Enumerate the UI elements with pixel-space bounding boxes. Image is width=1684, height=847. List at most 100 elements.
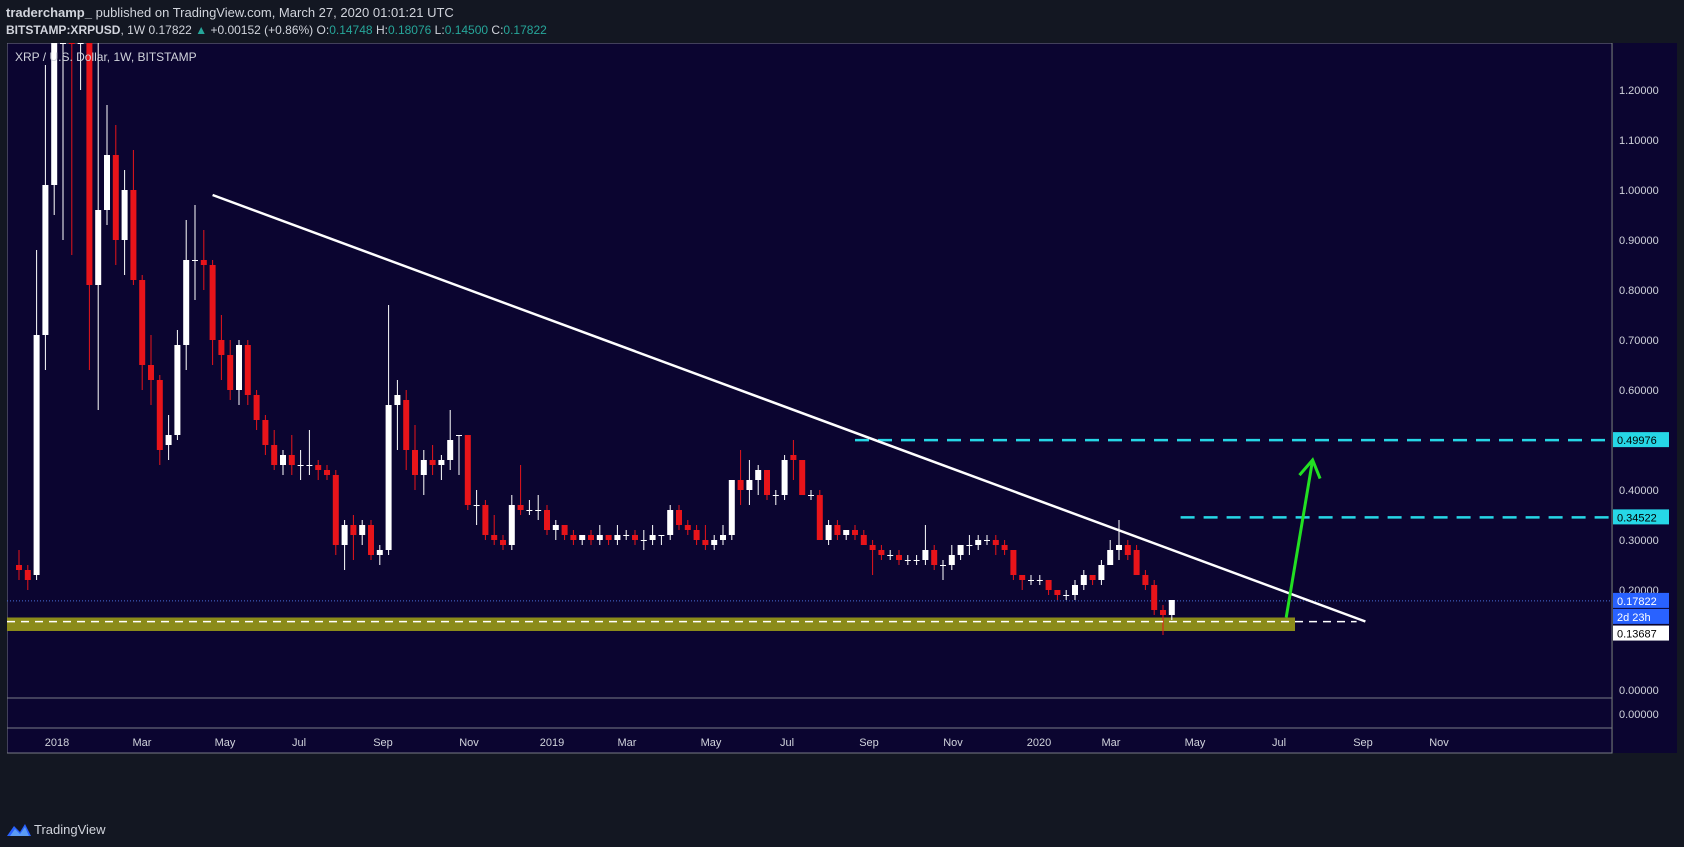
price-axis[interactable] <box>1613 43 1677 753</box>
time-axis[interactable] <box>6 727 1613 754</box>
tradingview-brand[interactable]: TradingView <box>34 822 106 837</box>
author-name[interactable]: traderchamp_ <box>6 5 92 20</box>
price-label-bg <box>1613 608 1669 624</box>
candle <box>473 490 480 525</box>
candle <box>218 315 225 380</box>
candle-body <box>253 395 260 420</box>
low-label: L: <box>434 23 445 37</box>
candle <box>1063 590 1070 600</box>
candle-body <box>781 460 788 495</box>
candle <box>605 535 612 545</box>
candle <box>447 410 454 470</box>
candle <box>438 455 445 480</box>
candle-body <box>183 260 190 345</box>
candle-body <box>588 535 594 540</box>
candle-body <box>684 525 691 530</box>
candle <box>1098 560 1105 585</box>
time-tick-label: Jul <box>292 737 306 749</box>
candle-body <box>552 525 559 530</box>
candle <box>684 520 691 535</box>
price-label-text: 0.13687 <box>1617 629 1657 641</box>
price-label-text: 0.49976 <box>1617 435 1657 447</box>
candle-body <box>148 365 154 380</box>
candle-body <box>1124 545 1131 555</box>
time-tick-label: Mar <box>133 737 152 749</box>
candle <box>561 525 568 540</box>
candle-body <box>570 535 577 540</box>
candle-body <box>649 535 656 540</box>
candle <box>984 535 990 545</box>
candle-body <box>720 535 726 540</box>
candle-body <box>156 380 163 450</box>
candle <box>332 470 339 555</box>
tradingview-logo-icon[interactable] <box>6 820 32 840</box>
candle <box>649 525 656 545</box>
candle <box>95 43 102 410</box>
chart-container[interactable]: 1.20000 1.10000 1.00000 0.90000 0.80000 0.700… <box>6 42 1677 811</box>
candle <box>781 455 788 500</box>
candle <box>403 390 410 470</box>
candle <box>596 525 603 545</box>
candle <box>1072 580 1078 600</box>
candle-body <box>992 540 999 545</box>
candle <box>1142 570 1149 590</box>
support-price-label: 0.13687 <box>1613 625 1669 641</box>
plot-area[interactable] <box>6 42 1613 699</box>
bar-countdown-label: 2d 23h <box>1613 608 1669 624</box>
candle <box>156 375 163 465</box>
candle-body <box>385 405 392 550</box>
candle <box>420 450 427 495</box>
candle-body <box>772 495 779 496</box>
candle-body <box>834 525 841 535</box>
candle-body <box>508 505 515 545</box>
candle-body <box>368 525 374 555</box>
symbol-name[interactable]: BITSTAMP:XRPUSD <box>6 23 121 37</box>
high-value: 0.18076 <box>387 23 432 37</box>
candle-body <box>42 185 49 335</box>
candle <box>852 525 858 540</box>
candle-body <box>51 43 58 185</box>
candle <box>262 415 269 455</box>
lower-pane[interactable] <box>6 697 1613 729</box>
candle <box>376 545 383 565</box>
candle-body <box>139 280 146 365</box>
candle <box>1168 600 1175 620</box>
candle-body <box>112 155 119 240</box>
candle <box>500 535 506 550</box>
candle-body <box>121 190 128 240</box>
candle <box>799 460 806 495</box>
change-up-icon: ▲ <box>195 23 208 37</box>
candle <box>491 515 498 545</box>
candle <box>412 425 418 490</box>
candle <box>1010 550 1017 580</box>
candle-body <box>429 460 436 465</box>
candle-body <box>236 345 242 390</box>
candle-body <box>77 43 84 44</box>
candle <box>966 535 973 555</box>
candle-body <box>280 455 286 465</box>
candle-body <box>456 435 462 436</box>
candle-body <box>33 335 40 575</box>
candle-body <box>816 495 823 540</box>
time-tick-label: 2019 <box>540 737 564 749</box>
candle <box>42 65 49 370</box>
candle <box>887 550 894 560</box>
candle-body <box>1098 565 1105 580</box>
candle-body <box>579 535 586 540</box>
candle-body <box>288 455 295 465</box>
price-chart[interactable]: 1.20000 1.10000 1.00000 0.90000 0.80000 0.700… <box>6 42 1677 811</box>
candle <box>755 465 762 495</box>
candle <box>869 540 876 575</box>
candle-body <box>904 560 911 561</box>
candle <box>112 125 119 265</box>
candle <box>544 505 550 535</box>
candle <box>297 450 304 480</box>
resistance-price-label: 0.49976 <box>1613 432 1669 448</box>
candle-body <box>544 510 550 530</box>
candle <box>104 105 110 225</box>
candle-body <box>605 535 612 540</box>
candle <box>244 340 251 405</box>
close-label: C: <box>491 23 504 37</box>
candle-body <box>535 510 542 511</box>
candle <box>640 530 647 550</box>
